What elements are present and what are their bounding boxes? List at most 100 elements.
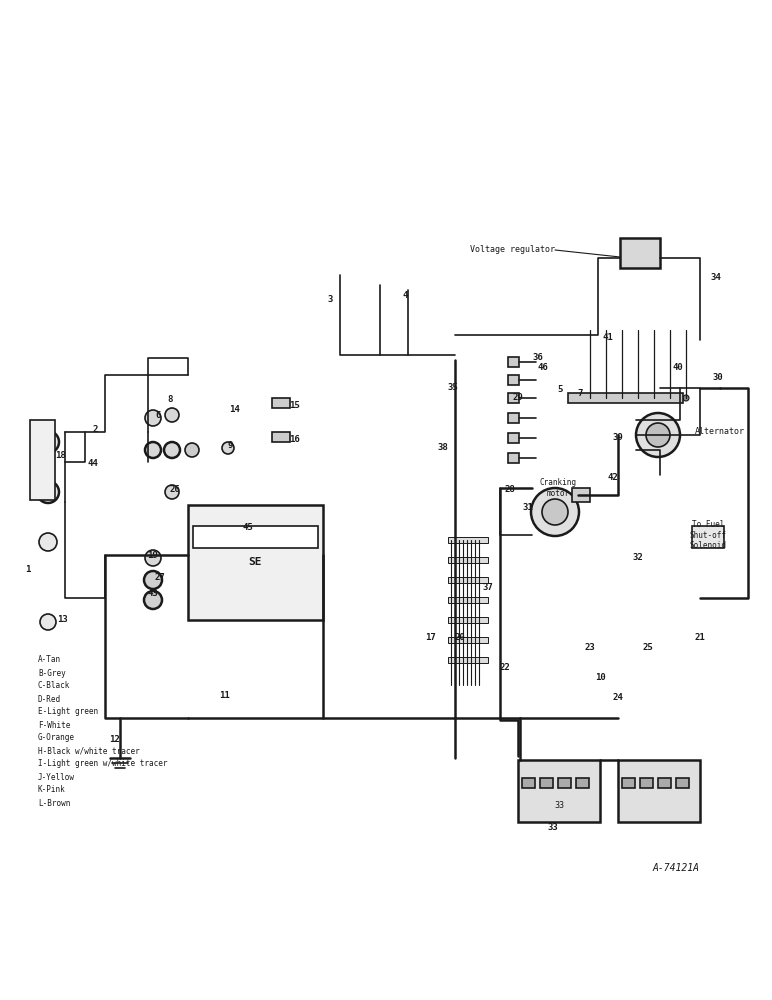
Text: H-Black w/white tracer: H-Black w/white tracer <box>38 746 140 756</box>
Text: 25: 25 <box>642 644 653 652</box>
Text: 26: 26 <box>170 486 181 494</box>
Text: Alternator: Alternator <box>695 428 745 436</box>
Bar <box>448 597 488 603</box>
Bar <box>676 778 689 788</box>
Bar <box>518 760 600 822</box>
Bar <box>193 526 318 548</box>
Bar <box>508 413 519 423</box>
Circle shape <box>145 442 161 458</box>
Text: J-Yellow: J-Yellow <box>38 772 75 782</box>
Circle shape <box>619 395 625 401</box>
Bar <box>448 617 488 623</box>
Bar <box>508 357 519 367</box>
Bar <box>522 778 535 788</box>
Text: 34: 34 <box>710 273 721 282</box>
Text: 37: 37 <box>482 584 493 592</box>
Bar <box>448 537 488 543</box>
Circle shape <box>651 395 657 401</box>
Bar <box>620 238 660 268</box>
Circle shape <box>144 571 162 589</box>
Circle shape <box>683 395 689 401</box>
Text: 8: 8 <box>168 395 173 404</box>
Text: D-Red: D-Red <box>38 694 61 704</box>
Circle shape <box>165 485 179 499</box>
Text: 5: 5 <box>557 385 563 394</box>
Text: 46: 46 <box>537 363 548 372</box>
Text: 17: 17 <box>425 634 435 643</box>
Text: A-Tan: A-Tan <box>38 656 61 664</box>
Text: 32: 32 <box>632 554 643 562</box>
Bar <box>508 375 519 385</box>
Bar <box>448 657 488 663</box>
Bar <box>692 526 724 548</box>
Text: 22: 22 <box>499 664 510 672</box>
Bar <box>658 778 671 788</box>
Circle shape <box>144 591 162 609</box>
Bar <box>272 398 290 408</box>
Text: 27: 27 <box>154 574 165 582</box>
Text: 39: 39 <box>613 434 623 442</box>
Text: Voltage regulator: Voltage regulator <box>470 245 555 254</box>
Text: G-Orange: G-Orange <box>38 734 75 742</box>
Bar <box>540 778 553 788</box>
Text: 10: 10 <box>594 674 605 682</box>
Bar <box>640 778 653 788</box>
Bar <box>618 760 700 822</box>
Text: 12: 12 <box>110 736 120 744</box>
Text: 3: 3 <box>327 296 333 304</box>
Text: 6: 6 <box>155 410 161 420</box>
Text: 36: 36 <box>533 354 543 362</box>
Text: 33: 33 <box>554 800 564 810</box>
Bar <box>622 778 635 788</box>
Text: 16: 16 <box>290 436 300 444</box>
Circle shape <box>185 443 199 457</box>
Circle shape <box>222 442 234 454</box>
Text: F-White: F-White <box>38 720 70 730</box>
Circle shape <box>165 408 179 422</box>
Text: 31: 31 <box>523 504 533 512</box>
Text: 9: 9 <box>227 440 232 450</box>
Text: SE: SE <box>249 557 262 567</box>
Circle shape <box>164 442 180 458</box>
Text: A-74121A: A-74121A <box>653 863 700 873</box>
Text: I-Light green w/white tracer: I-Light green w/white tracer <box>38 760 168 768</box>
Bar <box>272 432 290 442</box>
Circle shape <box>667 395 673 401</box>
Text: 13: 13 <box>56 615 67 624</box>
Circle shape <box>145 410 161 426</box>
Text: 11: 11 <box>219 690 230 700</box>
Text: 15: 15 <box>290 400 300 410</box>
Circle shape <box>37 481 59 503</box>
Circle shape <box>40 614 56 630</box>
Text: 40: 40 <box>672 363 683 372</box>
Text: 33: 33 <box>547 824 558 832</box>
Text: 28: 28 <box>505 486 516 494</box>
Bar <box>508 453 519 463</box>
Text: C-Black: C-Black <box>38 682 70 690</box>
Circle shape <box>603 395 609 401</box>
Circle shape <box>587 395 593 401</box>
Text: L-Brown: L-Brown <box>38 798 70 808</box>
Bar <box>572 488 590 502</box>
Bar <box>188 505 323 620</box>
Bar <box>576 778 589 788</box>
Text: 21: 21 <box>695 634 706 643</box>
Circle shape <box>37 431 59 453</box>
Circle shape <box>145 550 161 566</box>
Circle shape <box>636 413 680 457</box>
Text: 30: 30 <box>713 373 723 382</box>
Text: 29: 29 <box>513 393 523 402</box>
Bar <box>568 393 683 403</box>
Text: 14: 14 <box>229 406 240 414</box>
Bar <box>448 637 488 643</box>
Bar <box>508 393 519 403</box>
Circle shape <box>646 423 670 447</box>
Text: 7: 7 <box>577 388 583 397</box>
Text: 45: 45 <box>242 524 253 532</box>
Bar <box>558 778 571 788</box>
Circle shape <box>39 533 57 551</box>
Text: 41: 41 <box>603 334 614 342</box>
Text: 2: 2 <box>93 426 98 434</box>
Text: To Fuel
Shut-off
Solenoid: To Fuel Shut-off Solenoid <box>689 520 726 550</box>
Text: 38: 38 <box>438 444 449 452</box>
